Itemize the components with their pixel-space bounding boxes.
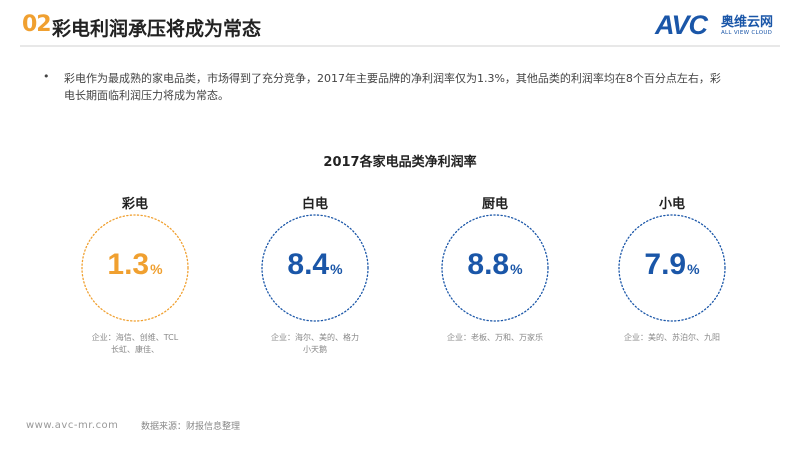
dotted-ring bbox=[261, 214, 369, 322]
margin-number: 7.9 bbox=[644, 248, 687, 281]
margin-number: 1.3 bbox=[107, 248, 150, 281]
category-label: 厨电 bbox=[481, 197, 508, 212]
intro-paragraph: 彩电作为最成熟的家电品类，市场得到了充分竞争，2017年主要品牌的净利润率仅为1… bbox=[40, 70, 730, 104]
company-list: 企业：美的、苏泊尔、九阳 bbox=[612, 332, 732, 344]
company-line: 小天鹅 bbox=[303, 345, 327, 354]
slide-number: 02 bbox=[22, 12, 52, 37]
company-line: 企业：老板、万和、万家乐 bbox=[447, 333, 543, 342]
header-divider bbox=[20, 45, 780, 47]
company-logo: AVC 奥维云网 ALL VIEW CLOUD bbox=[655, 8, 785, 42]
category-label: 小电 bbox=[658, 197, 685, 212]
margin-value: 1.3% bbox=[75, 248, 195, 282]
margin-number: 8.8 bbox=[467, 248, 510, 281]
dotted-ring bbox=[618, 214, 726, 322]
logo-mark: AVC bbox=[655, 10, 708, 40]
intro-text: 彩电作为最成熟的家电品类，市场得到了充分竞争，2017年主要品牌的净利润率仅为1… bbox=[64, 72, 721, 102]
slide-header: 02 彩电利润承压将成为常态 AVC 奥维云网 ALL VIEW CLOUD bbox=[0, 0, 800, 52]
margin-value: 8.4% bbox=[255, 248, 375, 282]
company-line: 企业：海信、创维、TCL bbox=[91, 333, 179, 342]
slide-title: 彩电利润承压将成为常态 bbox=[52, 18, 262, 40]
company-list: 企业：老板、万和、万家乐 bbox=[435, 332, 555, 344]
percent-unit: % bbox=[687, 261, 700, 277]
percent-unit: % bbox=[150, 261, 163, 277]
footer-source: 数据来源：财报信息整理 bbox=[141, 422, 241, 432]
dotted-ring bbox=[81, 214, 189, 322]
percent-unit: % bbox=[510, 261, 523, 277]
company-line: 长虹、康佳、 bbox=[111, 345, 159, 354]
logo-name-cn: 奥维云网 bbox=[721, 15, 774, 30]
logo-name-en: ALL VIEW CLOUD bbox=[721, 30, 773, 36]
dotted-ring bbox=[441, 214, 549, 322]
category-label: 彩电 bbox=[121, 197, 148, 212]
percent-unit: % bbox=[330, 261, 343, 277]
footer-url: www.avc-mr.com bbox=[26, 420, 119, 431]
category-label: 白电 bbox=[301, 197, 328, 212]
chart-title: 2017各家电品类净利润率 bbox=[323, 155, 477, 170]
bullet-dot: • bbox=[43, 70, 50, 83]
company-list: 企业：海信、创维、TCL 长虹、康佳、 bbox=[75, 332, 195, 356]
margin-number: 8.4 bbox=[287, 248, 330, 281]
margin-value: 7.9% bbox=[612, 248, 732, 282]
company-line: 企业：海尔、美的、格力 bbox=[271, 333, 359, 342]
company-list: 企业：海尔、美的、格力 小天鹅 bbox=[255, 332, 375, 356]
company-line: 企业：美的、苏泊尔、九阳 bbox=[624, 333, 720, 342]
margin-value: 8.8% bbox=[435, 248, 555, 282]
